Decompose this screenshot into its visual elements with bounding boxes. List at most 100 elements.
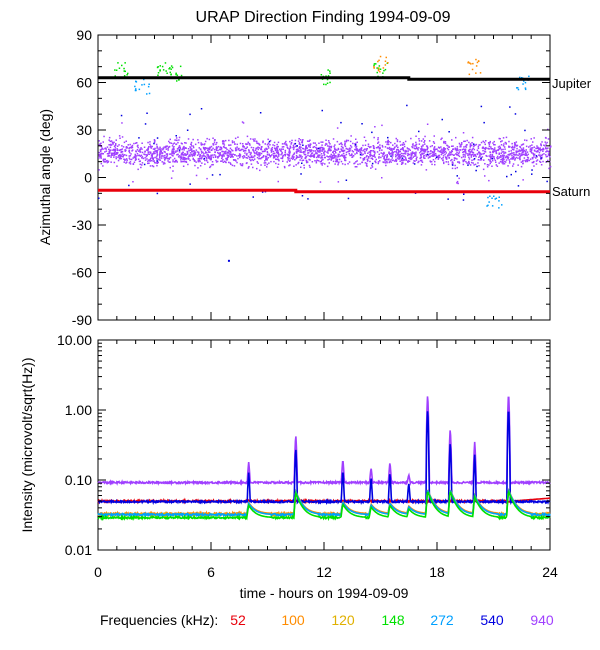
azimuth-point-940	[407, 161, 409, 163]
azimuth-point-940	[473, 154, 475, 156]
azimuth-point-940	[197, 141, 200, 144]
azimuth-point-940	[368, 157, 370, 159]
azimuth-point-940	[328, 147, 331, 149]
azimuth-point-540	[146, 112, 148, 114]
azimuth-point-148	[376, 71, 378, 74]
azimuth-point-940	[121, 136, 124, 138]
azimuth-point-940	[538, 151, 541, 154]
azimuth-point-940	[510, 158, 512, 160]
azimuth-point-940	[347, 148, 349, 150]
azimuth-point-940	[405, 149, 407, 152]
azimuth-point-940	[445, 158, 448, 160]
azimuth-point-940	[333, 150, 335, 152]
azimuth-point-940	[185, 153, 188, 156]
azimuth-point-940	[132, 163, 135, 165]
azimuth-point-940	[245, 154, 248, 156]
azimuth-point-100	[475, 58, 477, 61]
azimuth-point-100	[469, 62, 471, 64]
azimuth-point-272	[143, 78, 145, 81]
azimuth-point-940	[109, 146, 112, 149]
azimuth-point-940	[421, 147, 423, 149]
azimuth-point-940	[484, 143, 486, 146]
azimuth-point-940	[172, 160, 174, 163]
azimuth-point-100	[475, 65, 478, 67]
azimuth-point-940	[314, 142, 316, 144]
azimuth-point-940	[522, 147, 525, 149]
azimuth-point-540	[371, 162, 374, 165]
azimuth-point-940	[187, 138, 190, 140]
azimuth-point-940	[200, 143, 202, 146]
azimuth-point-940	[309, 146, 311, 148]
azimuth-point-940	[257, 142, 259, 145]
azimuth-point-940	[542, 150, 544, 152]
azimuth-point-940	[470, 150, 473, 152]
azimuth-point-940	[110, 156, 112, 158]
azimuth-point-940	[182, 146, 185, 149]
azimuth-point-940	[217, 152, 220, 155]
azimuth-point-940	[242, 148, 244, 151]
saturn-label: Saturn	[552, 184, 590, 199]
azimuth-point-940	[348, 149, 350, 151]
azimuth-point-940	[236, 155, 238, 157]
azimuth-point-940	[254, 138, 256, 140]
azimuth-point-940	[132, 181, 134, 183]
azimuth-point-940	[266, 158, 268, 160]
azimuth-point-940	[257, 162, 259, 164]
azimuth-point-940	[480, 159, 483, 161]
azimuth-point-940	[478, 156, 480, 158]
azimuth-point-272	[134, 85, 136, 88]
azimuth-point-940	[204, 159, 206, 162]
azimuth-point-940	[540, 149, 543, 151]
azimuth-point-940	[507, 154, 509, 156]
azimuth-point-940	[366, 155, 368, 157]
azimuth-point-940	[155, 143, 158, 146]
azimuth-point-940	[120, 148, 122, 151]
azimuth-point-940	[412, 162, 415, 164]
azimuth-point-940	[237, 136, 239, 138]
azimuth-point-940	[541, 141, 543, 143]
azimuth-point-940	[365, 139, 367, 142]
azimuth-point-940	[401, 161, 403, 164]
azimuth-point-940	[405, 157, 407, 159]
azimuth-point-940	[113, 152, 116, 155]
azimuth-point-940	[300, 149, 302, 151]
azimuth-point-940	[231, 141, 234, 144]
azimuth-point-940	[392, 151, 394, 154]
azimuth-point-940	[108, 150, 110, 153]
azimuth-point-940	[389, 160, 391, 162]
azimuth-point-940	[328, 162, 330, 164]
azimuth-point-940	[156, 152, 158, 154]
legend-label: Frequencies (kHz):	[100, 612, 218, 628]
azimuth-point-940	[135, 154, 137, 157]
azimuth-point-940	[171, 152, 173, 154]
azimuth-point-940	[337, 163, 339, 166]
azimuth-point-940	[475, 143, 478, 146]
azimuth-point-148	[123, 75, 126, 77]
azimuth-point-940	[239, 142, 242, 145]
azimuth-point-940	[433, 146, 436, 148]
azimuth-point-940	[547, 151, 550, 153]
azimuth-point-272	[138, 88, 141, 91]
azimuth-point-940	[120, 151, 123, 153]
azimuth-point-940	[163, 150, 166, 153]
azimuth-point-940	[318, 154, 321, 157]
azimuth-point-940	[305, 161, 308, 164]
azimuth-point-940	[524, 139, 526, 141]
azimuth-point-940	[529, 145, 531, 147]
azimuth-point-940	[264, 150, 266, 152]
azimuth-point-940	[141, 142, 143, 144]
azimuth-point-940	[333, 147, 336, 149]
azimuth-point-540	[535, 155, 538, 157]
azimuth-point-940	[440, 138, 442, 141]
azimuth-point-940	[216, 141, 218, 144]
azimuth-point-940	[332, 138, 335, 140]
x-tick-label: 0	[94, 564, 102, 580]
azimuth-point-940	[503, 143, 505, 145]
azimuth-point-940	[199, 165, 202, 167]
azimuth-point-940	[261, 156, 264, 158]
azimuth-point-940	[281, 157, 284, 160]
azimuth-point-940	[302, 159, 305, 161]
azimuth-point-940	[277, 150, 279, 152]
azimuth-point-940	[257, 146, 259, 148]
azimuth-point-940	[403, 152, 406, 155]
